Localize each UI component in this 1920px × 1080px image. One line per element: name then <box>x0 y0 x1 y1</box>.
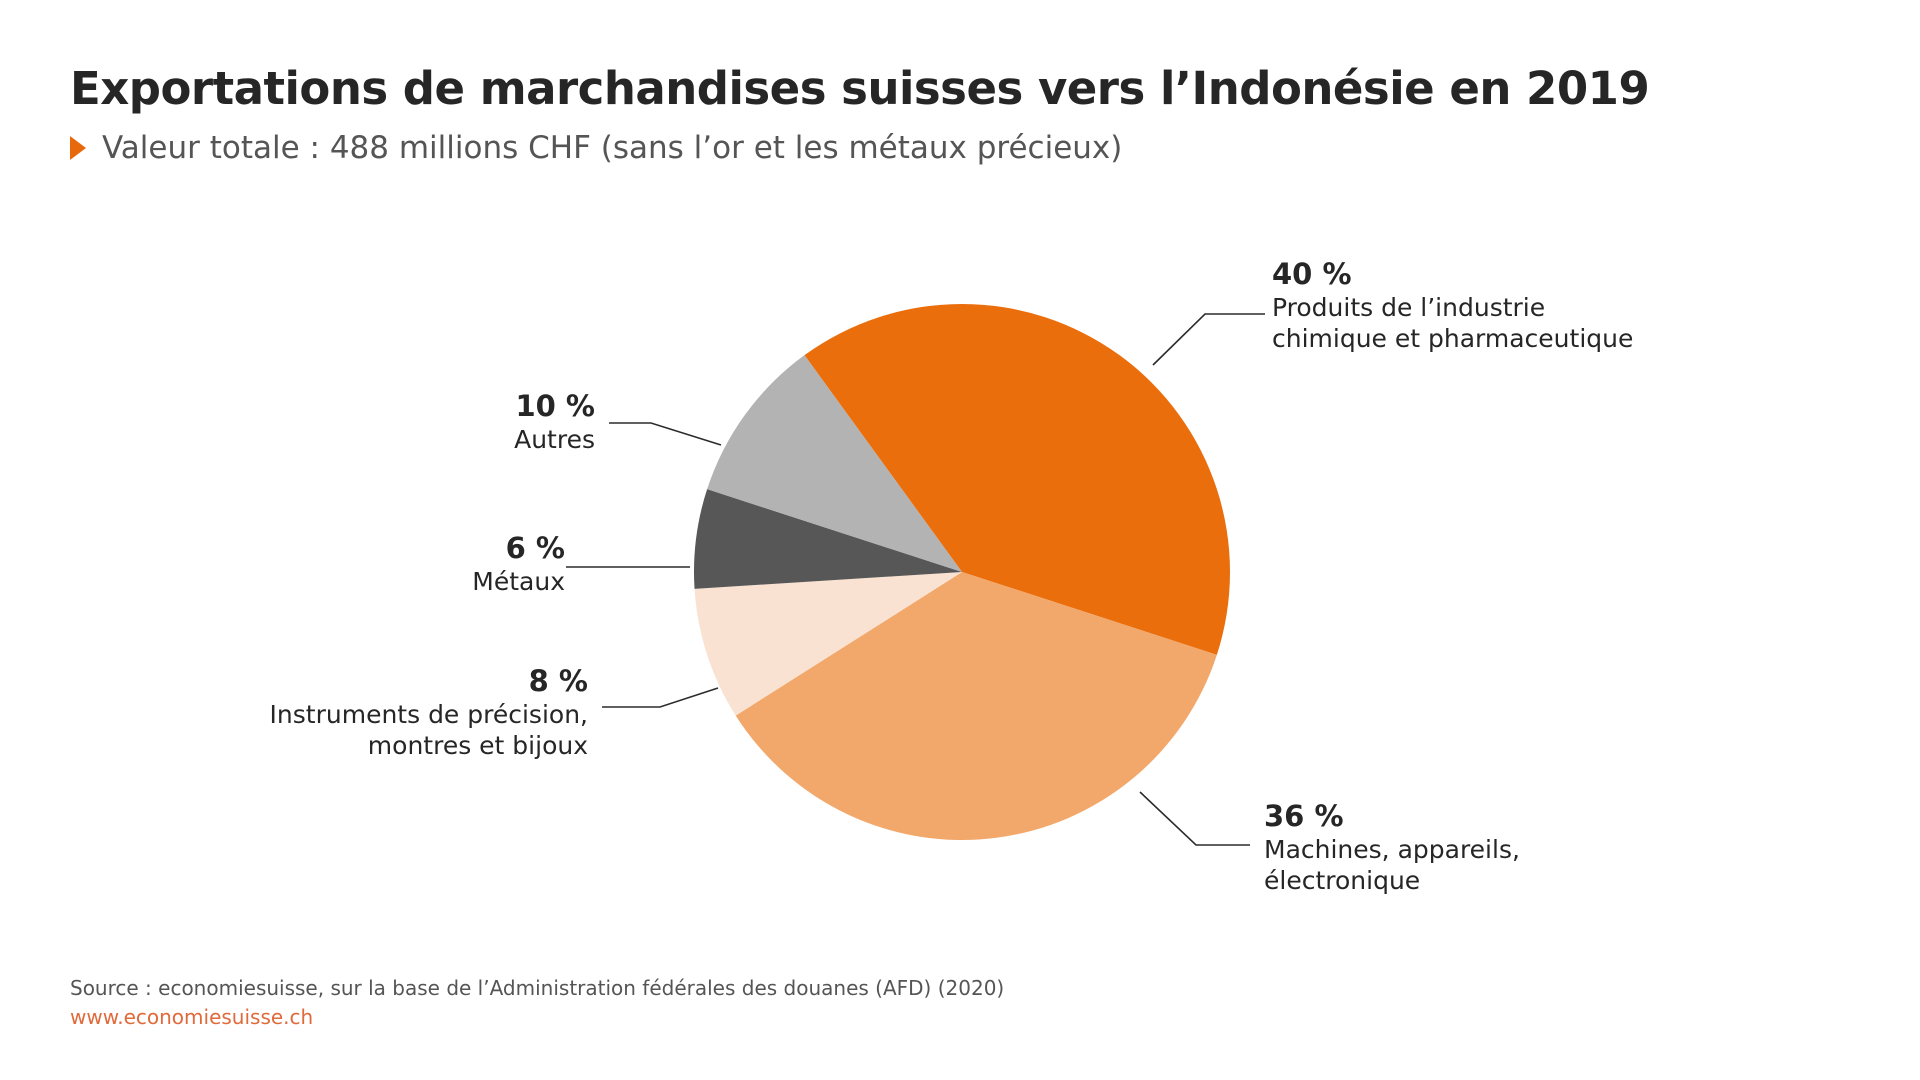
slice-label-chimie: Produits de l’industrie <box>1272 293 1545 322</box>
source-note: Source : economiesuisse, sur la base de … <box>70 976 1005 1000</box>
slice-percent-autres: 10 % <box>515 389 595 423</box>
leader-line-instruments <box>602 687 719 708</box>
leader-line-autres <box>609 422 722 446</box>
slice-label-machines: Machines, appareils, <box>1264 835 1520 864</box>
slice-label-metaux: Métaux <box>472 567 565 596</box>
slice-percent-instruments: 8 % <box>529 664 588 698</box>
subtitle-text: Valeur totale : 488 millions CHF (sans l… <box>102 130 1123 166</box>
pie-slice-autres <box>707 355 962 572</box>
slice-percent-chimie: 40 % <box>1272 257 1352 291</box>
chart-title: Exportations de marchandises suisses ver… <box>70 62 1650 115</box>
pie-slice-instruments <box>694 572 962 716</box>
slice-percent-metaux: 6 % <box>506 531 565 565</box>
pie-slices <box>694 303 1230 840</box>
pie-slice-machines <box>735 572 1217 840</box>
slice-label-instruments: montres et bijoux <box>368 731 588 760</box>
source-link[interactable]: www.economiesuisse.ch <box>70 1005 314 1029</box>
slice-label-instruments: Instruments de précision, <box>270 700 588 729</box>
triangle-marker-icon <box>70 136 86 160</box>
leader-line-chimie <box>1152 313 1265 366</box>
pie-slice-chimie <box>804 303 1230 655</box>
slice-label-machines: électronique <box>1264 866 1420 895</box>
leader-line-machines <box>1139 791 1250 846</box>
chart-subtitle: Valeur totale : 488 millions CHF (sans l… <box>70 130 1122 166</box>
pie-slice-metaux <box>694 489 962 589</box>
slice-label-chimie: chimique et pharmaceutique <box>1272 324 1633 353</box>
slice-percent-machines: 36 % <box>1264 799 1344 833</box>
slice-label-autres: Autres <box>514 425 595 454</box>
